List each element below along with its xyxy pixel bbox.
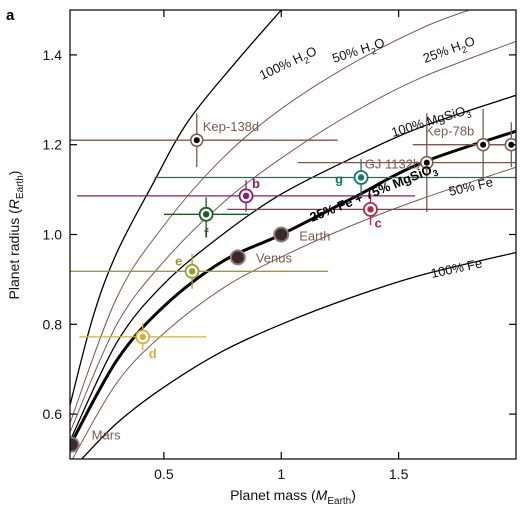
label-mars: Mars — [92, 428, 121, 443]
y-tick-label: 1.0 — [43, 227, 63, 243]
label-gj-1132b: GJ 1132b — [365, 157, 420, 172]
curve-label: 25% H2O — [421, 33, 478, 68]
label-d: d — [149, 346, 157, 361]
label-venus: Venus — [256, 250, 293, 265]
curve-50-h2o — [70, 10, 470, 424]
label-kep-138d: Kep-138d — [203, 119, 259, 134]
y-tick-label: 0.6 — [43, 406, 63, 422]
curve-label: 100% H2O — [257, 43, 320, 85]
point-gj-1132b — [423, 159, 430, 166]
x-tick-label: 1.5 — [389, 466, 409, 482]
label-f: f — [204, 225, 209, 240]
curve-50-fe — [71, 166, 516, 459]
composition-curves — [70, 10, 516, 459]
x-tick-label: 0.5 — [154, 466, 174, 482]
label-b: b — [252, 176, 260, 191]
axes: 0.5 1 1.5 0.6 0.8 1.0 1.2 1.4 — [43, 10, 516, 482]
curve-100-h2o — [70, 10, 282, 406]
point-kep-138d — [193, 137, 200, 144]
label-e: e — [175, 253, 182, 268]
point-earth — [275, 228, 288, 241]
x-axis-title: Planet mass (MEarth) — [230, 487, 356, 507]
curve-label: 100% Fe — [430, 255, 484, 280]
planet-labels: Mars Venus Earth Kep-138d Kep-78b GJ 1132b b c d… — [92, 119, 475, 442]
point-c — [367, 206, 374, 213]
label-earth: Earth — [299, 229, 330, 244]
point-g — [357, 174, 365, 181]
curve-100-mgsio3 — [70, 94, 516, 442]
label-kep-78b: Kep-78b — [425, 124, 474, 139]
curve-100-fe — [81, 251, 516, 459]
point-mars — [70, 438, 78, 451]
point-b — [242, 192, 250, 200]
y-axis-title: Planet radius (REarth) — [6, 171, 26, 300]
y-tick-label: 0.8 — [43, 316, 63, 332]
y-tick-label: 1.4 — [43, 47, 63, 63]
point-e — [188, 268, 196, 275]
y-tick-label: 1.2 — [43, 137, 63, 153]
plot-frame — [69, 9, 517, 460]
point-venus — [231, 251, 244, 264]
planet-markers — [70, 133, 516, 453]
panel-letter: a — [6, 7, 15, 24]
point-d — [139, 333, 146, 341]
curve-25-fe-75-mgsio3 — [70, 129, 516, 447]
curve-label: 50% H2O — [330, 35, 387, 69]
x-tick-label: 1 — [277, 466, 285, 482]
point-kep-78b — [480, 141, 487, 148]
curve-25-h2o — [70, 40, 516, 433]
point-f — [202, 211, 210, 218]
label-g: g — [335, 171, 343, 186]
label-c: c — [374, 215, 381, 230]
